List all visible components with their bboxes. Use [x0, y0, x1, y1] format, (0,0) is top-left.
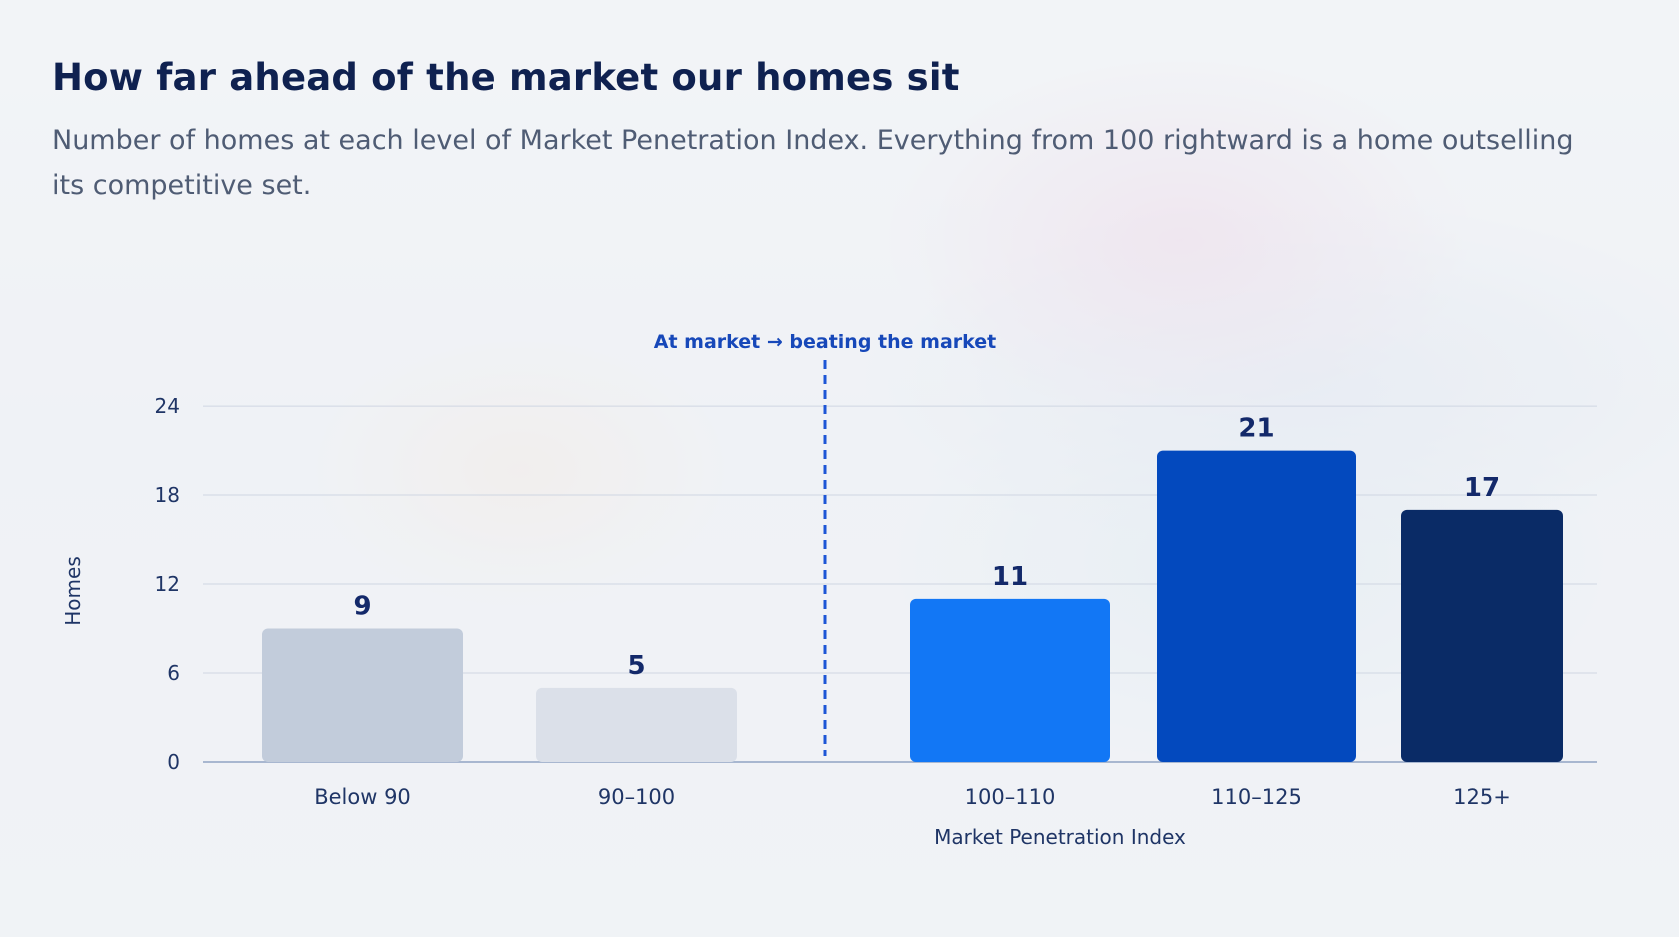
- x-category-label: 125+: [1453, 785, 1511, 809]
- y-tick-label: 18: [155, 483, 180, 507]
- x-category-label: Below 90: [314, 785, 411, 809]
- chart-title: How far ahead of the market our homes si…: [52, 56, 960, 99]
- bar-value-label: 17: [1464, 473, 1500, 503]
- y-tick-label: 6: [167, 661, 180, 685]
- y-axis-title: Homes: [61, 556, 85, 625]
- x-category-label: 100–110: [965, 785, 1056, 809]
- bar: [536, 687, 737, 762]
- y-tick-label: 12: [155, 572, 180, 596]
- bar-value-labels: 9 5 11 21 17: [353, 414, 1500, 681]
- bar: [262, 628, 463, 762]
- bar-value-label: 11: [992, 562, 1028, 592]
- bar-value-label: 21: [1238, 414, 1274, 444]
- bar-value-label: 5: [627, 651, 645, 681]
- x-category-label: 90–100: [598, 785, 675, 809]
- x-category-label: 110–125: [1211, 785, 1302, 809]
- x-axis-category-labels: Below 90 90–100 100–110 110–125 125+: [314, 785, 1511, 809]
- bars: [262, 450, 1563, 762]
- y-tick-label: 24: [155, 394, 180, 418]
- market-divider-annotation: At market → beating the market: [654, 331, 996, 353]
- bar: [1157, 450, 1356, 762]
- bar-value-label: 9: [353, 592, 371, 622]
- bar: [1401, 509, 1563, 762]
- y-tick-label: 0: [167, 750, 180, 774]
- chart-subtitle: Number of homes at each level of Market …: [52, 125, 1574, 201]
- x-axis-title: Market Penetration Index: [934, 825, 1186, 849]
- gridlines: [203, 405, 1597, 674]
- y-axis-ticks: 0 6 12 18 24: [155, 394, 180, 774]
- bar: [910, 598, 1110, 762]
